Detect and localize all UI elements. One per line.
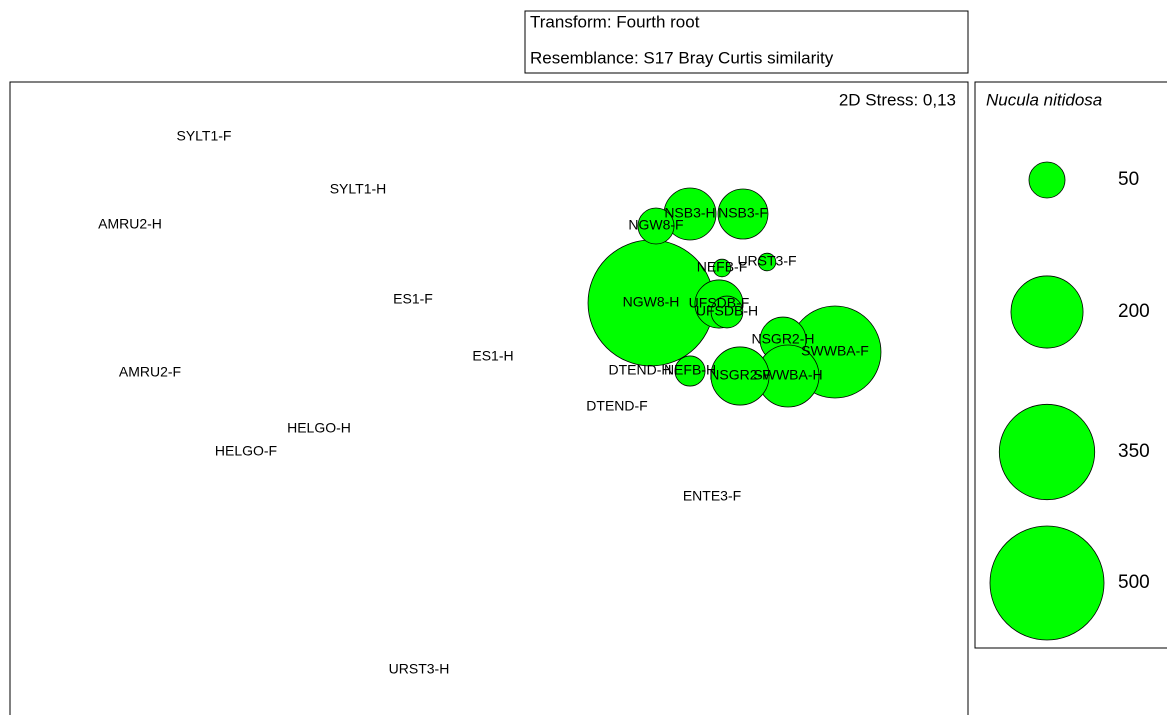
bubble — [674, 355, 706, 387]
point-label: NEFB-H — [664, 362, 716, 378]
title-box — [524, 10, 969, 74]
bubble — [637, 207, 675, 245]
legend-title: Nucula nitidosa — [986, 90, 1102, 109]
legend-label: 500 — [1118, 572, 1150, 593]
point-label: UFSDB-H — [696, 303, 758, 319]
point-label: SWWBA-H — [753, 367, 822, 383]
title-line: Transform: Fourth root — [530, 12, 700, 31]
legend-bubble — [998, 403, 1096, 501]
point-label: NGW8-H — [623, 294, 680, 310]
point-label: NSGR2-H — [751, 331, 814, 347]
legend-label: 50 — [1118, 169, 1139, 190]
bubble — [712, 258, 732, 278]
bubble — [710, 346, 770, 406]
point-label: DTEND-F — [586, 398, 647, 414]
plot-frame — [9, 81, 969, 715]
bubble — [710, 295, 744, 329]
legend-bubble — [989, 525, 1105, 641]
point-label: NGW8-F — [628, 217, 683, 233]
legend-bubble — [1028, 161, 1066, 199]
point-label: NSB3-F — [718, 205, 768, 221]
legend-bubble — [1010, 275, 1084, 349]
point-label: NSGR2-F — [709, 367, 770, 383]
point-label: NEFB-F — [697, 259, 748, 275]
stress-label: 2D Stress: 0,13 — [839, 90, 956, 109]
point-label: SYLT1-H — [330, 181, 387, 197]
point-label: ES1-H — [472, 348, 513, 364]
point-label: ENTE3-F — [683, 488, 741, 504]
legend-box — [974, 81, 1167, 649]
point-label: SYLT1-F — [177, 128, 232, 144]
bubble — [757, 252, 777, 272]
point-label: SWWBA-F — [801, 343, 869, 359]
point-label: URST3-F — [737, 253, 796, 269]
title-line: Resemblance: S17 Bray Curtis similarity — [530, 48, 834, 67]
point-label: AMRU2-H — [98, 216, 162, 232]
point-label: DTEND-H — [609, 362, 672, 378]
point-label: AMRU2-F — [119, 364, 181, 380]
point-label: URST3-H — [389, 661, 450, 677]
point-label: HELGO-H — [287, 420, 351, 436]
point-label: NSB3-H — [664, 205, 715, 221]
point-label: UFSDB-F — [689, 295, 750, 311]
legend-label: 350 — [1118, 441, 1150, 462]
point-label: ES1-F — [393, 291, 433, 307]
legend-label: 200 — [1118, 301, 1150, 322]
point-label: HELGO-F — [215, 443, 277, 459]
bubble — [717, 188, 769, 240]
